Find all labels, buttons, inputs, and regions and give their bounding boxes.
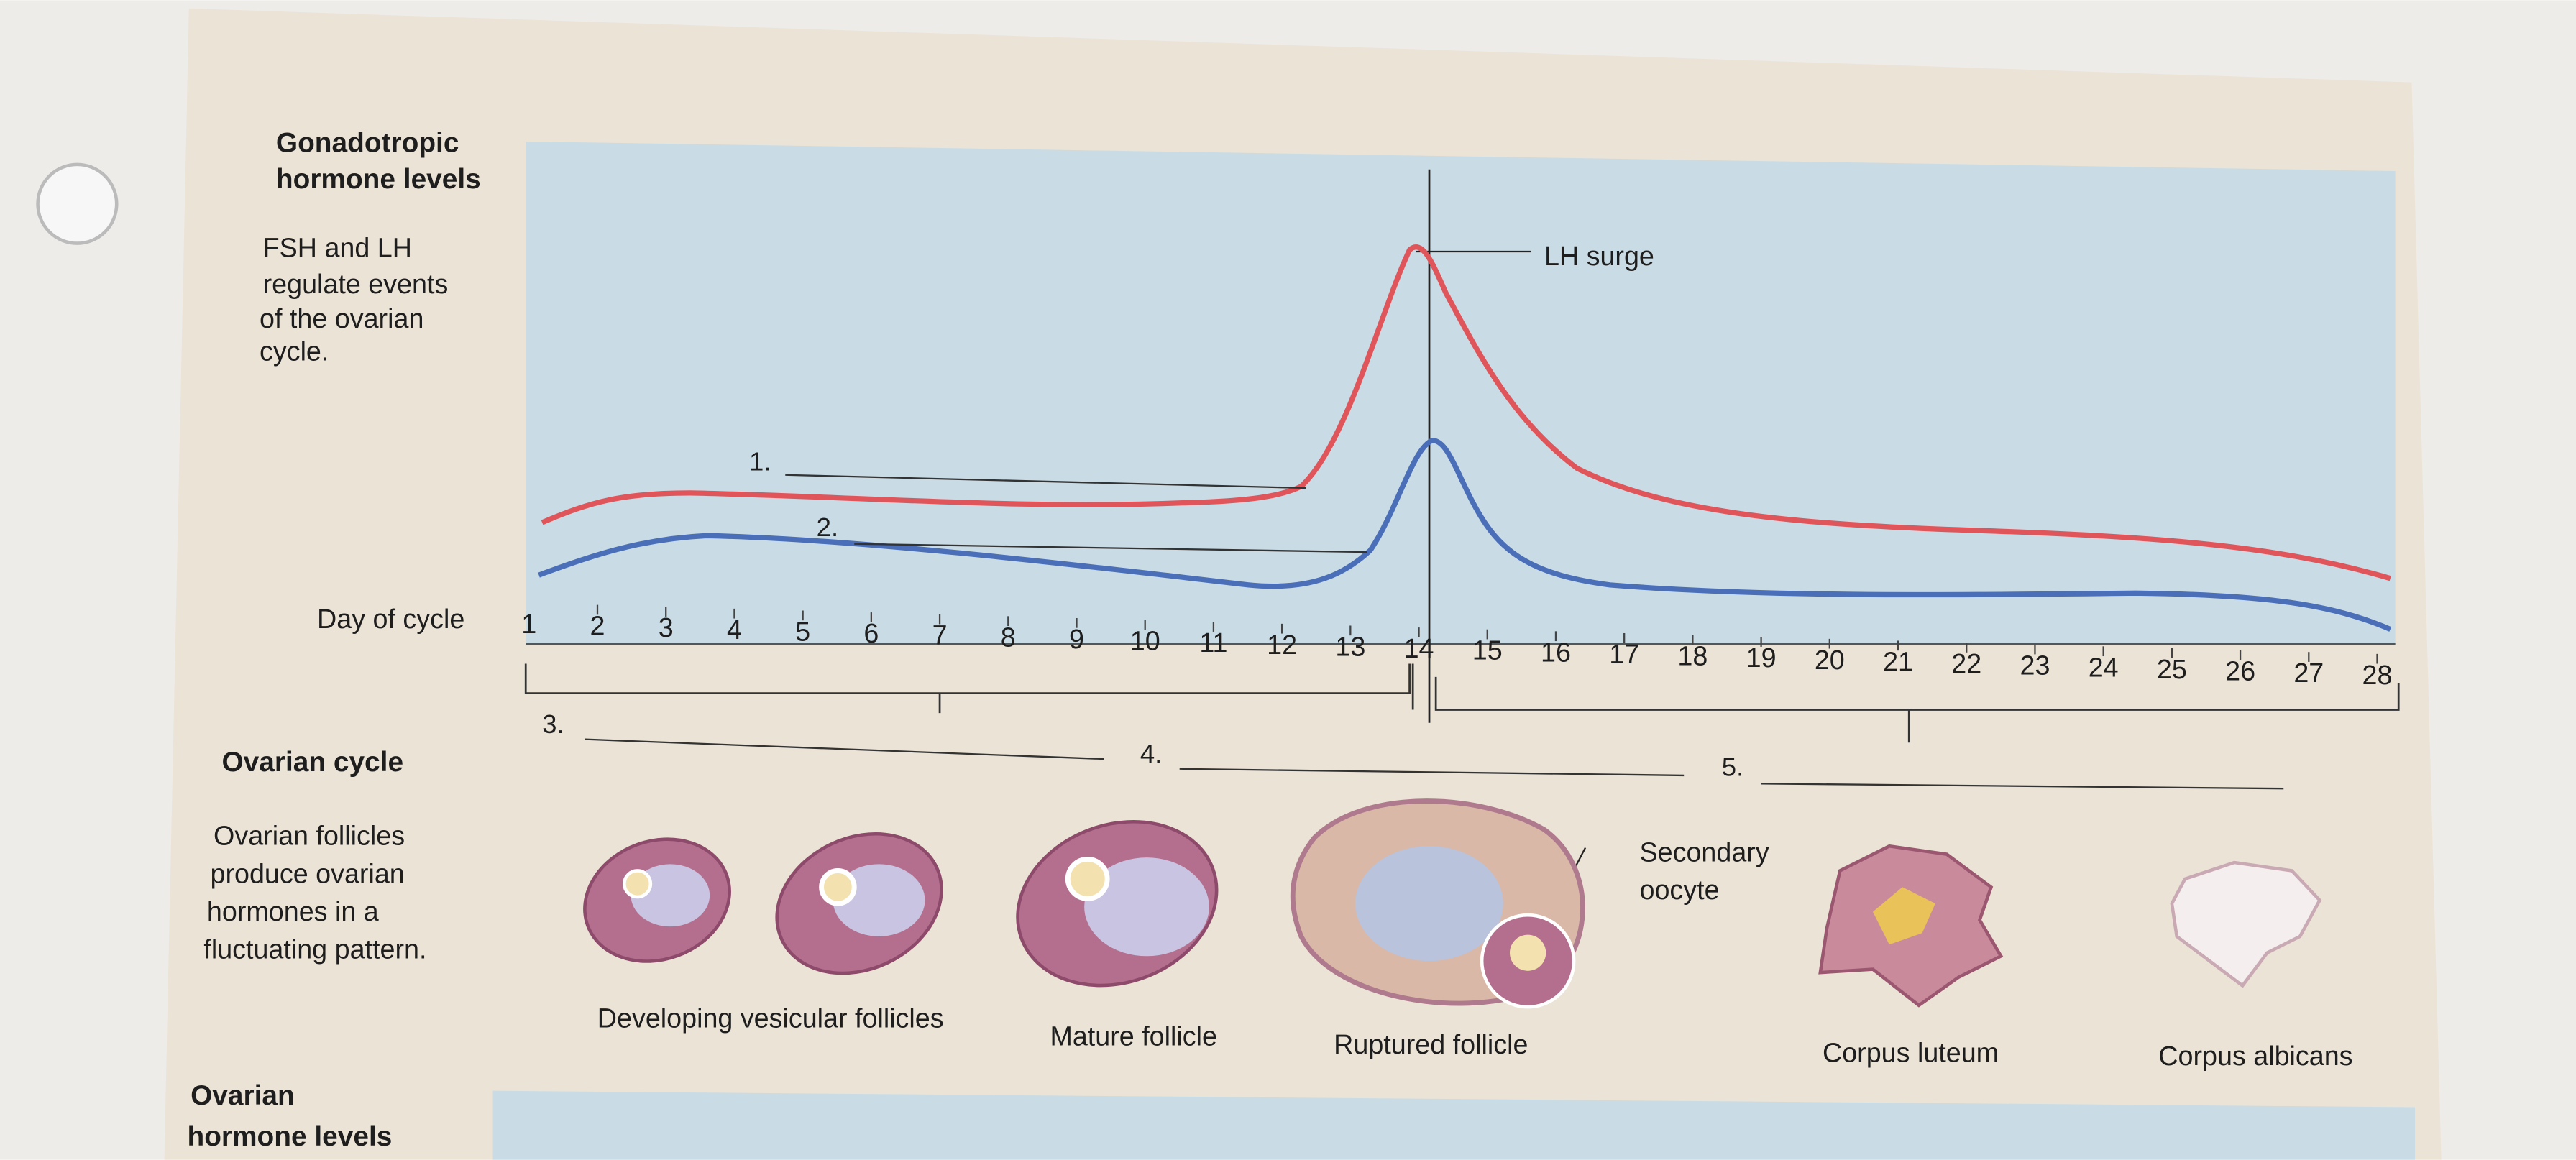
day-label: 24 [2089,652,2119,682]
day-label: 20 [1815,645,1845,675]
corpus-luteum-core [1872,887,1935,945]
heading: Ovarian cycle [221,747,403,778]
corpus-albicans [2170,860,2322,988]
description: produce ovarian [210,858,404,888]
description: cycle. [260,336,329,367]
day-label: 12 [1267,630,1297,660]
oocyte [623,869,653,899]
description: fluctuating pattern. [203,934,426,964]
bracket-follicular [524,663,1414,714]
antrum [1355,846,1503,962]
oocyte [1065,857,1110,901]
blank-line [785,474,1306,489]
day-label: 1 [521,609,536,639]
blank-number: 2. [817,512,838,542]
day-label: 13 [1335,631,1365,661]
day-label: 4 [727,614,742,645]
description: regulate events [263,269,449,299]
day-label: 10 [1130,626,1160,656]
day-label: 26 [2225,656,2255,686]
callout: Secondary [1640,837,1769,867]
day-label: 3 [659,612,674,643]
description: Ovarian follicles [214,821,405,851]
stage-label: Corpus luteum [1823,1037,1999,1067]
heading: Ovarian [191,1080,295,1111]
day-label: 23 [2020,650,2050,681]
day-label: 2 [590,611,605,641]
day-label: 21 [1883,646,1913,676]
antrum [1084,857,1209,957]
day-label: 7 [932,620,948,650]
axis-label: Day of cycle [317,604,464,634]
day-label: 11 [1199,627,1227,658]
heading: hormone levels [276,164,481,195]
blank-line [854,543,1367,553]
binder-hole [36,162,119,245]
description: FSH and LH [263,233,412,263]
fsh-curve [538,438,2392,632]
day-label: 17 [1609,639,1639,669]
heading: hormone levels [187,1121,392,1152]
day-label: 5 [795,616,810,646]
blank-number: 3. [542,709,564,739]
description: hormones in a [207,896,379,926]
day-label: 27 [2293,658,2324,688]
heading: Gonadotropic [276,128,459,159]
blank-number: 5. [1722,752,1743,781]
oocyte [819,868,857,906]
stage-label: Developing vesicular follicles [597,1003,944,1033]
gonadotropic-panel [526,141,2396,645]
day-label: 28 [2362,660,2393,690]
blank-number: 4. [1140,739,1162,768]
lh-curve [541,244,2391,581]
day-label: 8 [1001,622,1016,652]
day-label: 18 [1677,641,1708,671]
stage-label: Mature follicle [1050,1021,1217,1051]
description: of the ovarian [260,303,423,333]
stage-label: Corpus albicans [2158,1041,2352,1071]
blank-line [1179,768,1685,777]
blank-line [585,738,1104,760]
day-label: 19 [1746,643,1777,673]
stage-label: Ruptured follicle [1334,1029,1528,1059]
day-label: 9 [1069,624,1084,654]
callout: oocyte [1640,875,1720,905]
day-label: 22 [1951,648,1981,678]
day-label: 16 [1541,637,1571,667]
follicle-illustrations [583,798,2322,1009]
day-label: 6 [863,618,879,648]
ovarian-hormone-panel [492,1090,2416,1160]
blank-line [1761,783,2284,790]
day-label: 14 [1404,633,1434,663]
blank-number: 1. [749,446,771,476]
oocyte [1509,934,1546,971]
bracket-luteal [1434,676,2400,743]
lh-surge-label: LH surge [1544,241,1654,271]
day-label: 15 [1472,635,1503,666]
day-label: 25 [2157,654,2187,684]
